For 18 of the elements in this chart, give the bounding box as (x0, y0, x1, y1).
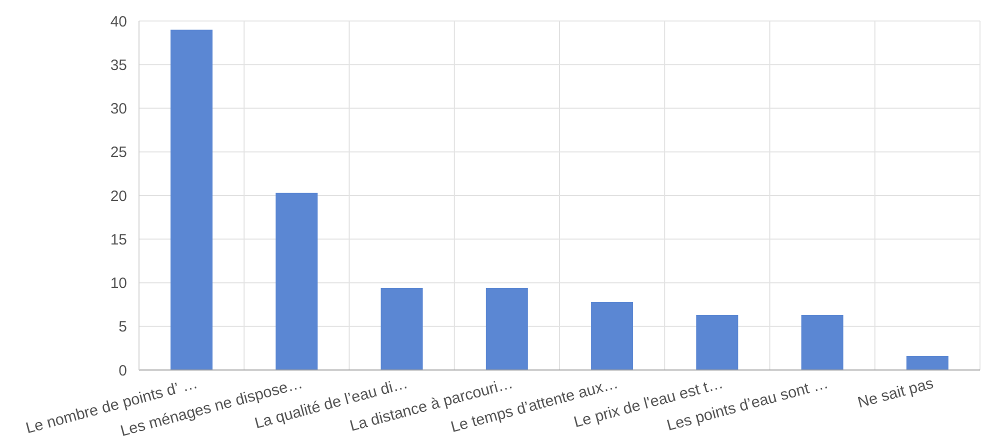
y-tick-label: 10 (110, 275, 127, 292)
y-tick-label: 25 (110, 144, 127, 162)
y-tick-label: 40 (110, 13, 127, 30)
y-tick-label: 15 (110, 231, 127, 248)
bar (591, 302, 634, 370)
bar (486, 288, 528, 370)
bar (801, 315, 844, 370)
bar (696, 315, 738, 370)
bar (276, 192, 318, 370)
y-tick-label: 30 (110, 100, 127, 118)
bar (380, 288, 423, 370)
y-tick-label: 0 (118, 362, 127, 380)
y-tick-label: 35 (110, 56, 127, 74)
y-tick-label: 20 (110, 188, 127, 205)
bar (170, 30, 213, 370)
x-tick-label: Ne sait pas (856, 375, 936, 412)
y-tick-label: 5 (118, 318, 127, 336)
bar (906, 356, 948, 370)
